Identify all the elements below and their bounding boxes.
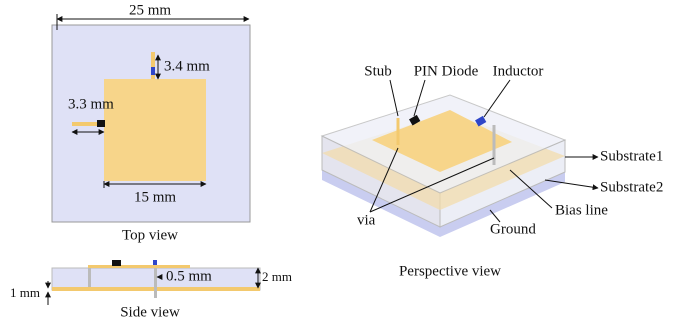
via <box>88 268 91 287</box>
inductor <box>153 260 157 265</box>
diode <box>112 260 121 266</box>
caption: Side view <box>120 304 180 320</box>
label: 1 mm <box>10 285 40 300</box>
label: Inductor <box>493 63 544 79</box>
inductor <box>151 67 155 75</box>
label: 3.3 mm <box>68 96 114 112</box>
label: 3.4 mm <box>164 58 210 74</box>
label: Substrate2 <box>600 179 663 195</box>
label: via <box>357 212 376 228</box>
label: 15 mm <box>134 189 176 205</box>
caption: Top view <box>122 227 178 243</box>
label: 0.5 mm <box>166 268 212 284</box>
leader <box>390 80 398 116</box>
via <box>154 268 157 298</box>
label: Ground <box>490 221 536 237</box>
patch <box>104 79 206 181</box>
top-view: 25 mm 3.4 mm 3.3 mm 15 mm Top view <box>52 2 250 243</box>
side-view: 0.5 mm 2 mm 1 mm Side view <box>10 260 292 320</box>
diode <box>97 120 105 127</box>
label: Stub <box>364 63 392 79</box>
perspective-view: Stub PIN Diode Inductor Substrate1 Subst… <box>322 63 663 279</box>
figure: 25 mm 3.4 mm 3.3 mm 15 mm Top view 0.5 m… <box>0 0 682 329</box>
label: 25 mm <box>129 2 171 18</box>
label: Substrate1 <box>600 148 663 164</box>
label: 2 mm <box>262 269 292 284</box>
caption: Perspective view <box>399 263 501 279</box>
label: Bias line <box>555 202 608 218</box>
label: PIN Diode <box>414 63 479 79</box>
leader <box>484 80 510 117</box>
